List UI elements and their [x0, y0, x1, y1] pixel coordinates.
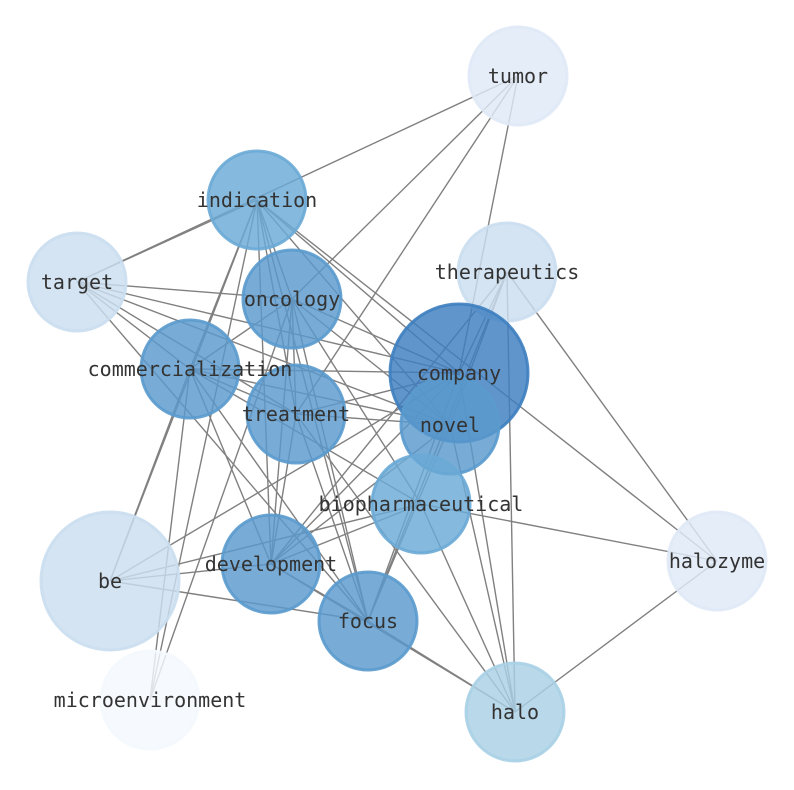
edge-commercialization-microenvironment	[149, 368, 191, 701]
node-tumor[interactable]	[467, 25, 569, 127]
node-be[interactable]	[39, 510, 181, 652]
edge-therapeutics-halozyme	[506, 271, 718, 562]
node-indication[interactable]	[206, 149, 308, 251]
node-label-indication: indication	[197, 188, 317, 212]
node-halozyme[interactable]	[666, 510, 768, 612]
node-label-tumor: tumor	[488, 64, 548, 88]
nodes-layer	[26, 25, 768, 763]
node-label-be: be	[98, 569, 122, 593]
node-label-therapeutics: therapeutics	[435, 260, 580, 284]
edge-oncology-microenvironment	[149, 298, 293, 701]
node-label-commercialization: commercialization	[88, 357, 293, 381]
node-label-target: target	[41, 270, 113, 294]
edge-target-novel	[76, 281, 451, 426]
node-label-oncology: oncology	[244, 287, 340, 311]
node-target[interactable]	[26, 231, 128, 333]
node-label-microenvironment: microenvironment	[54, 688, 247, 712]
node-development[interactable]	[220, 513, 322, 615]
node-label-treatment: treatment	[242, 402, 350, 426]
node-treatment[interactable]	[245, 363, 347, 465]
node-label-development: development	[205, 552, 337, 576]
edge-indication-microenvironment	[149, 199, 258, 701]
node-label-company: company	[417, 361, 501, 385]
node-focus[interactable]	[317, 570, 419, 672]
node-label-halozyme: halozyme	[669, 549, 765, 573]
edge-tumor-treatment	[295, 75, 519, 415]
node-label-focus: focus	[338, 609, 398, 633]
node-microenvironment[interactable]	[99, 649, 201, 751]
node-therapeutics[interactable]	[456, 221, 558, 323]
edge-treatment-halo	[295, 413, 516, 713]
node-label-novel: novel	[420, 413, 480, 437]
labels-layer: tumor indication therapeutics target oncolog…	[41, 64, 765, 724]
node-biopharmaceutical[interactable]	[370, 453, 472, 555]
node-halo[interactable]	[464, 661, 566, 763]
node-label-biopharmaceutical: biopharmaceutical	[319, 492, 524, 516]
node-oncology[interactable]	[241, 248, 343, 350]
node-commercialization[interactable]	[139, 318, 241, 420]
node-label-halo: halo	[491, 700, 539, 724]
edge-commercialization-focus	[189, 368, 369, 622]
